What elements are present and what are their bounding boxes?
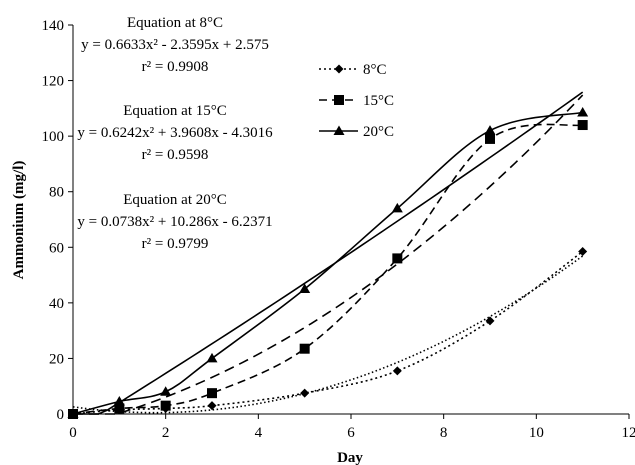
- annotation-equation-20c: y = 0.0738x² + 10.286x - 6.2371: [77, 214, 272, 230]
- y-tick-label: 20: [49, 351, 64, 367]
- data-point: [392, 253, 403, 264]
- trendlines: [72, 91, 584, 415]
- legend-label: 8°C: [363, 62, 387, 78]
- y-tick-label: 100: [42, 129, 65, 145]
- x-tick-label: 12: [622, 425, 635, 441]
- data-point: [206, 352, 218, 363]
- x-ticks: 0 2 4 6 8 10 12: [69, 414, 635, 441]
- annotation-title-15c: Equation at 15°C: [123, 103, 226, 119]
- annotation-title-20c: Equation at 20°C: [123, 192, 226, 208]
- legend-label: 15°C: [363, 93, 394, 109]
- data-point: [299, 343, 310, 354]
- x-tick-label: 2: [162, 425, 170, 441]
- data-point: [392, 366, 402, 376]
- y-axis-title: Ammonium (mg/l): [11, 161, 27, 280]
- y-tick-label: 40: [49, 296, 64, 312]
- trendline: [73, 94, 584, 415]
- series-line: [72, 250, 584, 415]
- x-axis-title: Day: [337, 450, 363, 465]
- data-point: [577, 107, 589, 117]
- y-ticks: 0 20 40 60 80 100 120 140: [42, 18, 73, 423]
- trendline: [73, 91, 584, 415]
- legend-marker: [334, 95, 344, 105]
- trendline: [72, 255, 584, 414]
- data-point: [160, 386, 172, 396]
- y-tick-label: 140: [42, 18, 65, 34]
- data-point: [207, 388, 217, 399]
- annotation-r2-15c: r² = 0.9598: [142, 147, 209, 163]
- x-tick-label: 0: [69, 425, 77, 441]
- legend-marker: [334, 64, 344, 74]
- x-tick-label: 8: [440, 425, 448, 441]
- data-point: [485, 133, 495, 144]
- y-tick-label: 80: [49, 185, 64, 201]
- y-tick-label: 120: [42, 74, 65, 90]
- annotation-r2-8c: r² = 0.9908: [142, 59, 209, 75]
- legend-marker: [333, 125, 345, 135]
- equation-annotations: Equation at 8°C y = 0.6633x² - 2.3595x +…: [77, 15, 273, 252]
- data-point: [160, 400, 171, 411]
- data-point: [484, 125, 496, 135]
- x-tick-label: 6: [347, 425, 355, 441]
- data-point: [578, 246, 588, 256]
- data-point: [207, 401, 217, 411]
- data-point: [113, 395, 125, 406]
- data-point: [577, 120, 588, 131]
- x-tick-label: 10: [529, 425, 544, 441]
- annotation-equation-8c: y = 0.6633x² - 2.3595x + 2.575: [81, 37, 269, 53]
- y-tick-label: 0: [57, 407, 65, 423]
- legend: 8°C 15°C 20°C: [319, 62, 394, 140]
- data-point: [114, 403, 125, 414]
- data-point: [485, 316, 495, 326]
- markers: [67, 107, 589, 419]
- data-point: [299, 283, 311, 293]
- annotation-equation-15c: y = 0.6242x² + 3.9608x - 4.3016: [77, 125, 273, 141]
- annotation-r2-20c: r² = 0.9799: [142, 236, 209, 252]
- annotation-title-8c: Equation at 8°C: [127, 15, 223, 31]
- legend-label: 20°C: [363, 124, 394, 140]
- data-point: [300, 388, 310, 398]
- x-tick-label: 4: [255, 425, 263, 441]
- y-tick-label: 60: [49, 240, 64, 256]
- data-point: [391, 202, 403, 213]
- data-point: [67, 408, 79, 418]
